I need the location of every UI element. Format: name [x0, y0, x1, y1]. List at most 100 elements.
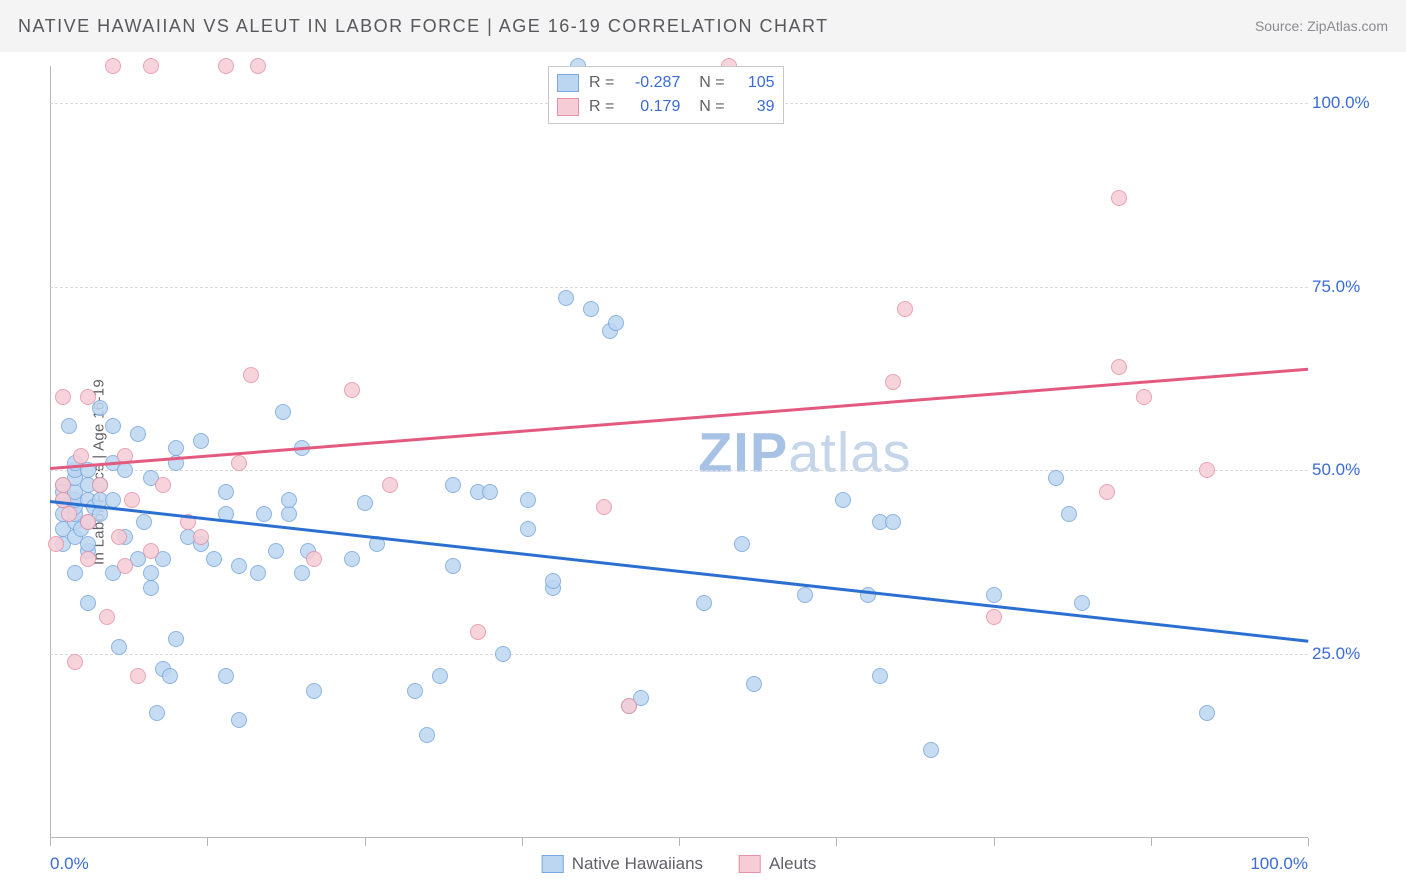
- data-point-aleuts: [250, 58, 266, 74]
- data-point-aleuts: [243, 367, 259, 383]
- stats-n-label: N =: [690, 71, 724, 95]
- chart-area: In Labor Force | Age 16-19 ZIPatlas 25.0…: [0, 52, 1406, 892]
- data-point-native_hawaiians: [111, 639, 127, 655]
- data-point-native_hawaiians: [872, 668, 888, 684]
- data-point-native_hawaiians: [149, 705, 165, 721]
- data-point-native_hawaiians: [1061, 506, 1077, 522]
- data-point-native_hawaiians: [1048, 470, 1064, 486]
- data-point-aleuts: [143, 543, 159, 559]
- data-point-native_hawaiians: [80, 536, 96, 552]
- legend-swatch: [557, 98, 579, 116]
- data-point-aleuts: [48, 536, 64, 552]
- data-point-native_hawaiians: [218, 668, 234, 684]
- data-point-native_hawaiians: [986, 587, 1002, 603]
- data-point-native_hawaiians: [558, 290, 574, 306]
- data-point-aleuts: [130, 668, 146, 684]
- data-point-native_hawaiians: [256, 506, 272, 522]
- data-point-native_hawaiians: [168, 440, 184, 456]
- data-point-aleuts: [111, 529, 127, 545]
- data-point-native_hawaiians: [206, 551, 222, 567]
- data-point-native_hawaiians: [1074, 595, 1090, 611]
- data-point-aleuts: [143, 58, 159, 74]
- data-point-aleuts: [55, 477, 71, 493]
- data-point-native_hawaiians: [275, 404, 291, 420]
- x-tick-mark: [522, 838, 523, 846]
- data-point-aleuts: [218, 58, 234, 74]
- data-point-native_hawaiians: [495, 646, 511, 662]
- stats-row-aleuts: R =0.179 N =39: [557, 95, 775, 119]
- data-point-native_hawaiians: [67, 565, 83, 581]
- data-point-aleuts: [155, 477, 171, 493]
- data-point-aleuts: [67, 654, 83, 670]
- source-link[interactable]: ZipAtlas.com: [1307, 18, 1388, 34]
- chart-title: NATIVE HAWAIIAN VS ALEUT IN LABOR FORCE …: [18, 16, 829, 37]
- data-point-native_hawaiians: [281, 492, 297, 508]
- data-point-aleuts: [80, 389, 96, 405]
- data-point-native_hawaiians: [268, 543, 284, 559]
- data-point-native_hawaiians: [281, 506, 297, 522]
- data-point-native_hawaiians: [168, 631, 184, 647]
- data-point-native_hawaiians: [520, 521, 536, 537]
- data-point-aleuts: [73, 448, 89, 464]
- data-point-aleuts: [382, 477, 398, 493]
- data-point-native_hawaiians: [143, 580, 159, 596]
- data-point-native_hawaiians: [835, 492, 851, 508]
- data-point-aleuts: [92, 477, 108, 493]
- y-axis-line: [50, 66, 51, 838]
- data-point-aleuts: [231, 455, 247, 471]
- data-point-aleuts: [344, 382, 360, 398]
- data-point-native_hawaiians: [419, 727, 435, 743]
- data-point-native_hawaiians: [306, 683, 322, 699]
- data-point-native_hawaiians: [130, 426, 146, 442]
- trendline-aleuts: [50, 367, 1308, 469]
- gridline-h: [50, 287, 1308, 288]
- legend-item-aleuts: Aleuts: [739, 854, 816, 874]
- data-point-aleuts: [1099, 484, 1115, 500]
- data-point-native_hawaiians: [482, 484, 498, 500]
- x-tick-mark: [50, 838, 51, 846]
- x-tick-label: 0.0%: [50, 854, 89, 874]
- legend-label: Aleuts: [769, 854, 816, 874]
- legend-label: Native Hawaiians: [572, 854, 703, 874]
- data-point-native_hawaiians: [445, 558, 461, 574]
- y-tick-label: 50.0%: [1312, 460, 1392, 480]
- data-point-native_hawaiians: [923, 742, 939, 758]
- data-point-aleuts: [80, 514, 96, 530]
- chart-source: Source: ZipAtlas.com: [1255, 18, 1388, 34]
- data-point-aleuts: [986, 609, 1002, 625]
- correlation-stats-box: R =-0.287 N =105R =0.179 N =39: [548, 66, 784, 124]
- data-point-native_hawaiians: [696, 595, 712, 611]
- x-tick-mark: [1308, 838, 1309, 846]
- data-point-native_hawaiians: [797, 587, 813, 603]
- data-point-aleuts: [193, 529, 209, 545]
- x-tick-label: 100.0%: [1250, 854, 1308, 874]
- data-point-aleuts: [470, 624, 486, 640]
- gridline-h: [50, 654, 1308, 655]
- data-point-aleuts: [80, 551, 96, 567]
- data-point-native_hawaiians: [545, 573, 561, 589]
- data-point-native_hawaiians: [136, 514, 152, 530]
- x-tick-mark: [679, 838, 680, 846]
- legend-swatch: [557, 74, 579, 92]
- data-point-aleuts: [1111, 190, 1127, 206]
- data-point-aleuts: [124, 492, 140, 508]
- x-tick-mark: [994, 838, 995, 846]
- watermark: ZIPatlas: [698, 420, 911, 485]
- data-point-native_hawaiians: [608, 315, 624, 331]
- stats-n-label: N =: [690, 95, 724, 119]
- legend-item-native_hawaiians: Native Hawaiians: [542, 854, 703, 874]
- x-tick-mark: [207, 838, 208, 846]
- data-point-native_hawaiians: [357, 495, 373, 511]
- data-point-native_hawaiians: [193, 433, 209, 449]
- data-point-aleuts: [1136, 389, 1152, 405]
- data-point-native_hawaiians: [162, 668, 178, 684]
- data-point-native_hawaiians: [583, 301, 599, 317]
- data-point-native_hawaiians: [61, 418, 77, 434]
- x-tick-mark: [1151, 838, 1152, 846]
- data-point-native_hawaiians: [344, 551, 360, 567]
- data-point-aleuts: [99, 609, 115, 625]
- data-point-aleuts: [621, 698, 637, 714]
- data-point-native_hawaiians: [250, 565, 266, 581]
- data-point-native_hawaiians: [294, 565, 310, 581]
- data-point-native_hawaiians: [407, 683, 423, 699]
